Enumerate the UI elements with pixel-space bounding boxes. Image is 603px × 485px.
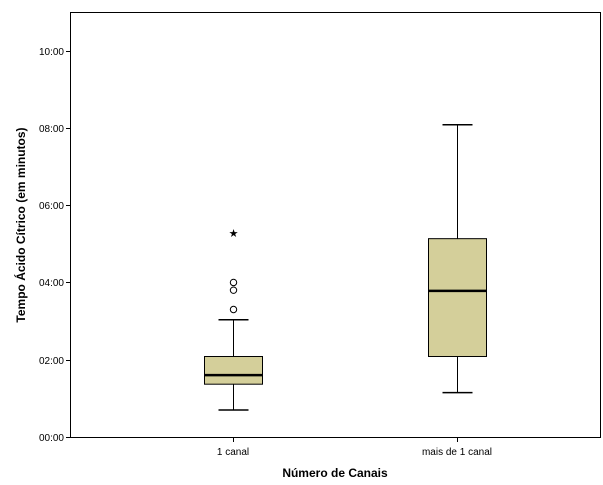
y-axis-title: Tempo Ácido Cítrico (em minutos)	[13, 127, 28, 322]
x-axis-ticks: 1 canal mais de 1 canal	[217, 437, 492, 458]
x-axis-title: Número de Canais	[282, 466, 388, 480]
box-one-channel: ★	[204, 227, 263, 411]
y-tick-label: 08:00	[39, 124, 64, 135]
x-tick-label: mais de 1 canal	[422, 447, 492, 458]
outlier-point	[229, 305, 238, 314]
x-tick-label: 1 canal	[217, 447, 249, 458]
box-multi-channel	[428, 123, 487, 394]
extreme-point: ★	[229, 227, 239, 240]
y-tick-label: 00:00	[39, 433, 64, 444]
y-axis-ticks: 00:00 02:00 04:00 06:00 08:00 10:00	[39, 47, 70, 444]
plot-area	[70, 12, 601, 438]
y-tick-label: 06:00	[39, 201, 64, 212]
y-tick-label: 04:00	[39, 278, 64, 289]
y-tick-label: 10:00	[39, 47, 64, 58]
y-tick-label: 02:00	[39, 356, 64, 367]
interquartile-box	[204, 356, 263, 385]
outlier-point	[229, 278, 238, 287]
interquartile-box	[428, 238, 487, 358]
boxes: ★	[204, 123, 487, 411]
outlier-point	[229, 286, 238, 294]
